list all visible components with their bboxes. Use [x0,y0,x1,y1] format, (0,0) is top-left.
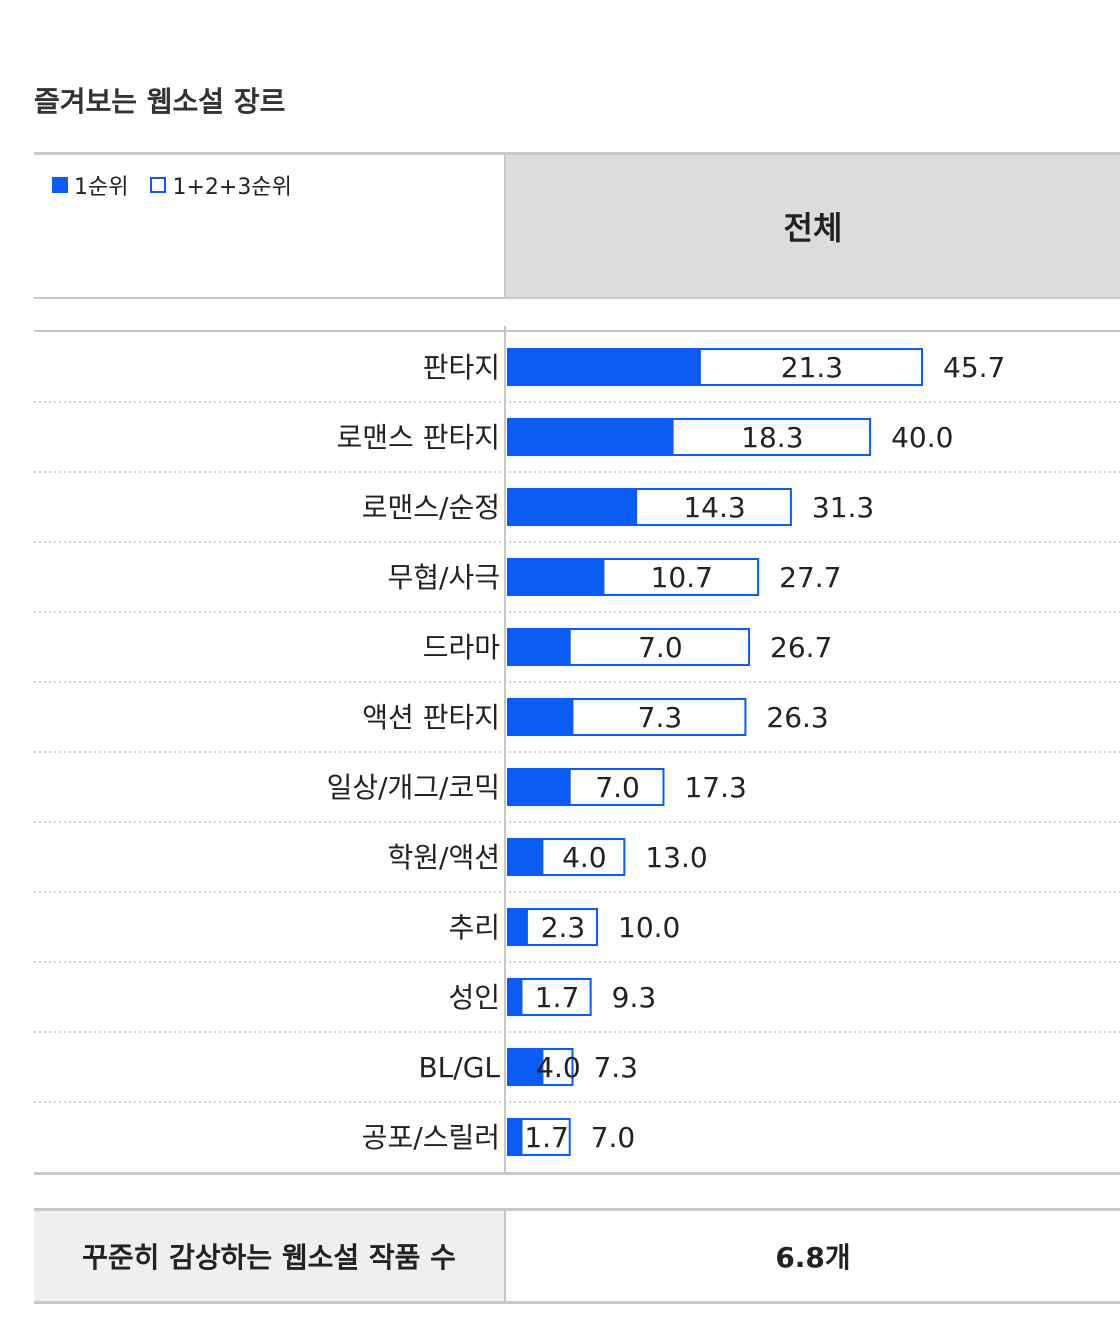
category-label: 일상/개그/코믹 [327,771,500,804]
value-label-first: 2.3 [541,911,586,944]
value-label-top3: 31.3 [812,491,874,524]
value-label-first: 7.3 [638,701,683,734]
category-label: 무협/사극 [388,561,500,594]
value-label-first: 4.0 [536,1051,581,1084]
column-header-label: 전체 [783,209,843,247]
footer-label: 꾸준히 감상하는 웹소설 작품 수 [34,1211,506,1301]
value-label-first: 7.0 [595,771,640,804]
value-label-first: 21.3 [781,351,843,384]
chart-legend: 1순위 1+2+3순위 [52,169,292,201]
value-label-top3: 9.3 [612,981,657,1014]
category-label: 로맨스/순정 [362,491,500,524]
value-label-first: 1.7 [535,981,580,1014]
bar-first [507,488,638,526]
chart-area: 판타지 21.3 45.7 로맨스 판타지 18.3 40.0 로맨스/순정 14.3 31.3… [34,326,1120,1175]
category-label: 성인 [448,981,500,1014]
bar-first [507,1048,544,1086]
value-label-first: 18.3 [741,421,803,454]
value-label-top3: 10.0 [618,911,680,944]
legend-label-first: 1순위 [74,175,129,200]
bar-first [507,698,574,736]
category-label: 로맨스 판타지 [337,421,500,454]
value-label-top3: 45.7 [943,351,1005,384]
category-label: 판타지 [423,351,500,384]
legend-swatch-first [52,177,68,193]
column-divider [504,326,506,1172]
bar-first [507,978,523,1016]
value-label-top3: 27.7 [779,561,841,594]
bar-first [507,908,528,946]
value-label-first: 14.3 [683,491,745,524]
category-label: 학원/액션 [388,841,500,874]
category-label: 액션 판타지 [362,701,500,734]
value-label-first: 10.7 [651,561,713,594]
legend-swatch-top3 [150,177,167,193]
footer-row: 꾸준히 감상하는 웹소설 작품 수 6.8개 [34,1208,1120,1304]
column-header-total: 전체 [504,155,1120,297]
value-label-top3: 26.7 [770,631,832,664]
value-label-top3: 13.0 [645,841,707,874]
category-label: BL/GL [418,1051,500,1084]
legend-label-top3: 1+2+3순위 [172,175,292,200]
bar-first [507,628,571,666]
bar-first [507,768,571,806]
category-label: 드라마 [423,631,500,664]
bar-first [507,418,674,456]
value-label-top3: 7.0 [591,1121,636,1154]
bar-first [507,1118,523,1156]
bar-chart: 판타지 21.3 45.7 로맨스 판타지 18.3 40.0 로맨스/순정 14.3 31.3… [34,348,1120,1156]
footer-value: 6.8개 [506,1211,1120,1301]
value-label-first: 4.0 [562,841,607,874]
bar-first [507,348,701,386]
value-label-top3: 40.0 [891,421,953,454]
page-title: 즐겨보는 웹소설 장르 [34,85,286,118]
footer-label-text: 꾸준히 감상하는 웹소설 작품 수 [82,1241,456,1274]
footer-value-text: 6.8개 [775,1241,851,1274]
value-label-first: 7.0 [638,631,683,664]
value-label-top3: 7.3 [593,1051,638,1084]
bar-first [507,838,544,876]
category-label: 공포/스릴러 [362,1121,500,1154]
category-label: 추리 [448,911,500,944]
value-label-top3: 26.3 [766,701,828,734]
bar-first [507,558,605,596]
table-header: 1순위 1+2+3순위 전체 [34,152,1120,299]
value-label-top3: 17.3 [684,771,746,804]
value-label-first: 1.7 [524,1121,569,1154]
